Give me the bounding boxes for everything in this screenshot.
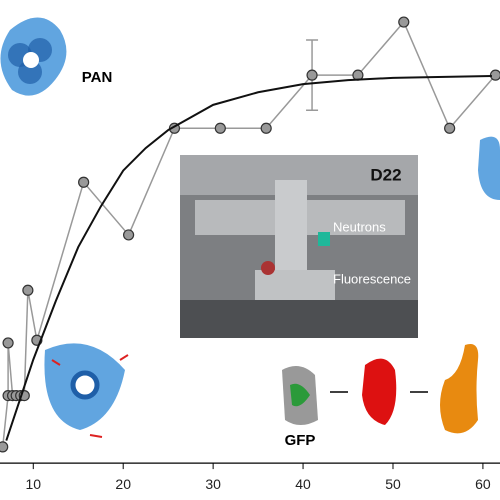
pan-bottom-cartoon [44, 343, 129, 438]
data-point [2, 337, 14, 349]
annotation: PAN [82, 69, 113, 86]
x-tick-label: 40 [295, 476, 311, 492]
data-point [398, 16, 410, 28]
fit-curve [5, 75, 492, 441]
pan-right-cartoon [478, 136, 500, 200]
data-point [260, 122, 272, 134]
x-tick-label: 20 [115, 476, 131, 492]
data-point [78, 176, 90, 188]
annotation: GFP [285, 432, 316, 449]
data-point [444, 122, 456, 134]
data-point [0, 441, 9, 453]
data-point [306, 69, 318, 81]
data-point [22, 284, 34, 296]
x-tick-label: 60 [475, 476, 491, 492]
annotation: D22 [370, 165, 401, 184]
gfp-cartoons [282, 344, 479, 434]
data-point [122, 229, 135, 241]
pan-top-cartoon [0, 17, 67, 96]
x-tick-label: 30 [205, 476, 221, 492]
photo [180, 155, 418, 338]
data-point [214, 122, 226, 134]
annotation: Fluorescence [333, 271, 411, 286]
annotation: Neutrons [333, 219, 386, 234]
data-point [489, 69, 500, 81]
x-tick-label: 10 [25, 476, 41, 492]
x-tick-label: 50 [385, 476, 401, 492]
